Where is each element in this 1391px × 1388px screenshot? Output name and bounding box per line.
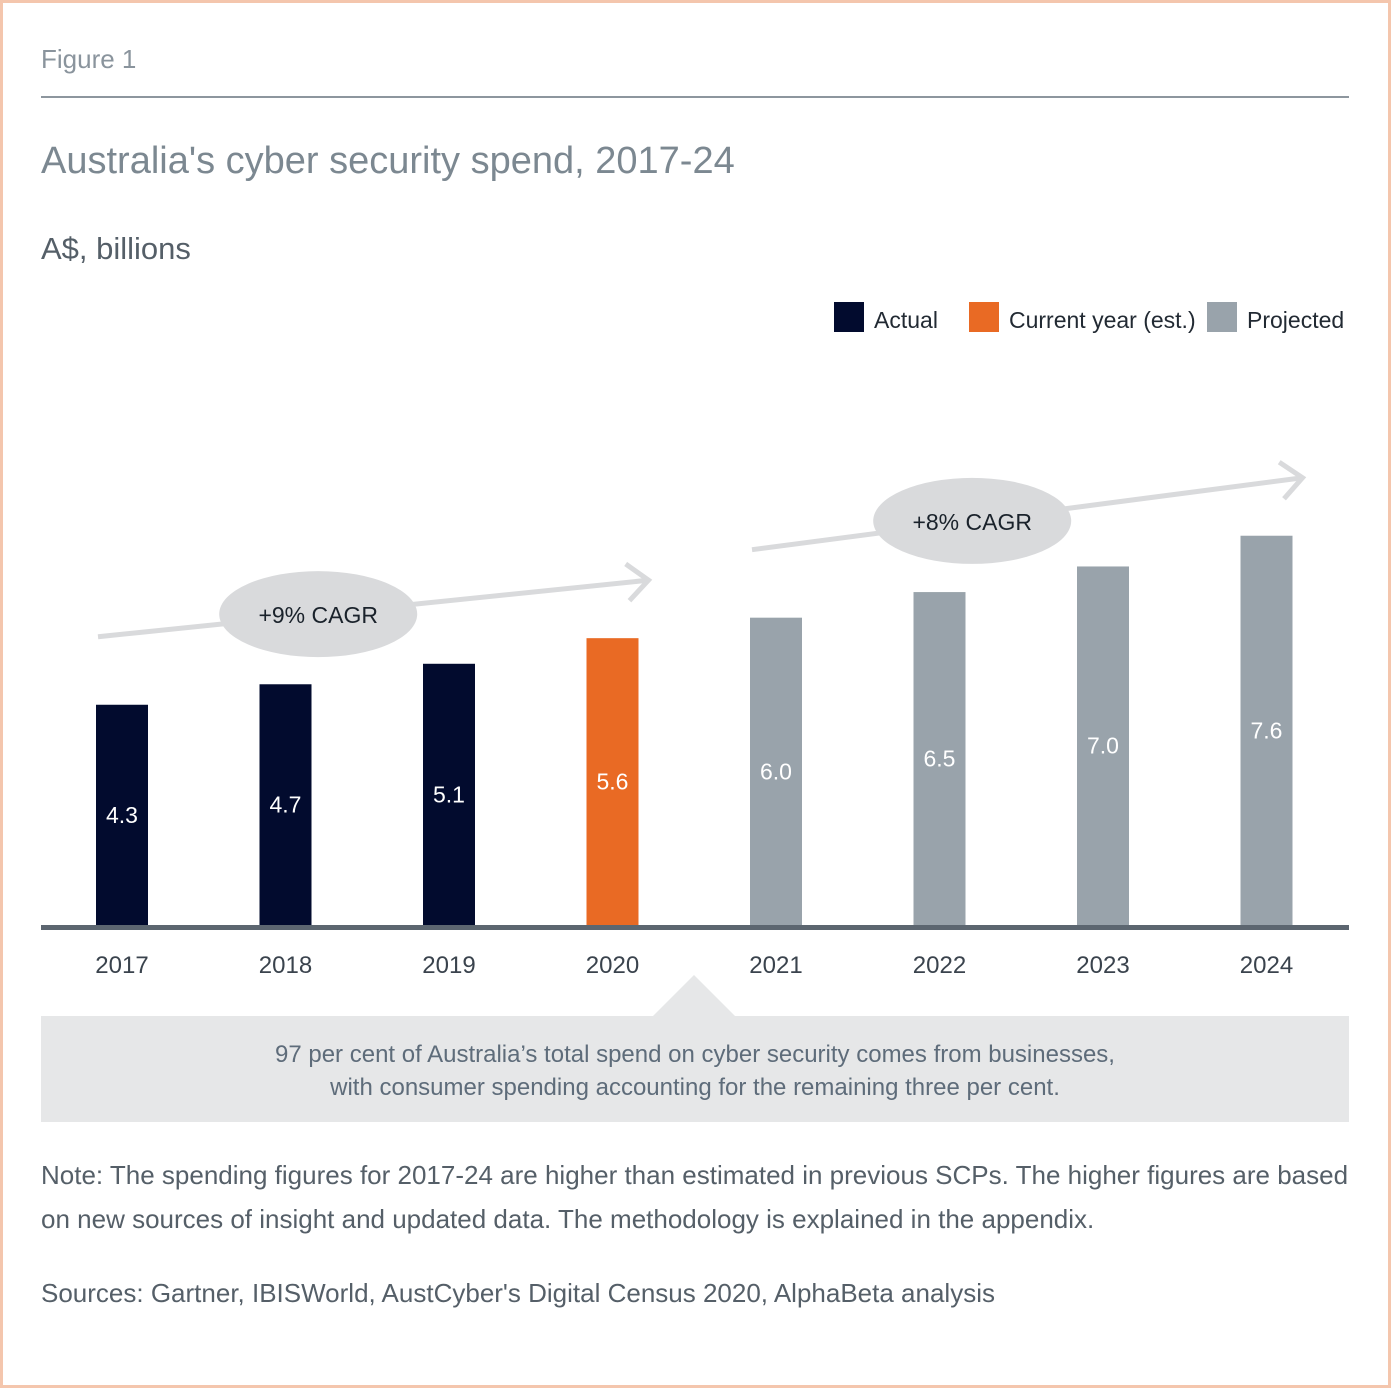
cagr-arrow-head-2 xyxy=(1277,460,1307,501)
bar-2024 xyxy=(1240,535,1293,925)
callout-line-2: with consumer spending accounting for th… xyxy=(330,1074,1060,1101)
x-tick-label-2022: 2022 xyxy=(913,952,966,979)
bar-value-label-2020: 5.6 xyxy=(597,769,629,795)
callout-pointer xyxy=(652,975,736,1017)
cagr-bubble-2 xyxy=(873,477,1072,564)
bar-value-label-2023: 7.0 xyxy=(1087,733,1119,759)
chart-note: Note: The spending figures for 2017-24 a… xyxy=(41,1160,1349,1234)
bar-2022 xyxy=(913,592,966,925)
bar-chart: Actual Current year (est.) Projected 4.3 201… xyxy=(41,302,1349,979)
bar-2017 xyxy=(96,704,148,925)
bar-value-label-2017: 4.3 xyxy=(106,802,138,828)
legend-swatch-actual xyxy=(834,302,864,332)
chart-subtitle: A$, billions xyxy=(41,231,191,266)
chart-title: Australia's cyber security spend, 2017-2… xyxy=(41,140,735,182)
callout-box: 97 per cent of Australia’s total spend o… xyxy=(41,1016,1349,1122)
bar-2019 xyxy=(423,663,475,925)
x-tick-label-2024: 2024 xyxy=(1240,952,1293,979)
bar-2021 xyxy=(750,617,802,925)
cagr-arrow-head-1 xyxy=(624,561,653,603)
callout-text: 97 per cent of Australia’s total spend o… xyxy=(41,1038,1349,1104)
cagr-bubble-1 xyxy=(219,571,418,658)
x-tick-label-2023: 2023 xyxy=(1076,952,1129,979)
chart-sources: Sources: Gartner, IBISWorld, AustCyber's… xyxy=(41,1278,995,1308)
x-tick-label-2018: 2018 xyxy=(259,952,312,979)
bar-2018 xyxy=(259,684,312,925)
legend-label-actual: Actual xyxy=(874,307,938,333)
x-tick-label-2021: 2021 xyxy=(749,952,802,979)
header-divider xyxy=(41,96,1349,98)
bar-value-label-2021: 6.0 xyxy=(760,758,792,784)
legend-swatch-current xyxy=(969,302,999,332)
legend-swatch-projected xyxy=(1207,302,1237,332)
figure-label: Figure 1 xyxy=(41,44,137,74)
bar-2023 xyxy=(1077,566,1129,925)
cagr-label-2: +8% CAGR xyxy=(912,509,1032,535)
bar-value-label-2018: 4.7 xyxy=(270,792,302,818)
callout-line-1: 97 per cent of Australia’s total spend o… xyxy=(275,1041,1115,1068)
x-axis-line xyxy=(41,925,1349,930)
bar-value-label-2022: 6.5 xyxy=(924,746,956,772)
legend-label-projected: Projected xyxy=(1247,307,1344,333)
legend-label-current: Current year (est.) xyxy=(1009,307,1196,333)
x-tick-label-2017: 2017 xyxy=(95,952,148,979)
x-tick-label-2019: 2019 xyxy=(422,952,475,979)
bar-2020 xyxy=(586,638,639,925)
cagr-label-1: +9% CAGR xyxy=(258,602,378,628)
bar-value-label-2024: 7.6 xyxy=(1251,717,1283,743)
bar-value-label-2019: 5.1 xyxy=(433,781,465,807)
x-tick-label-2020: 2020 xyxy=(586,952,639,979)
